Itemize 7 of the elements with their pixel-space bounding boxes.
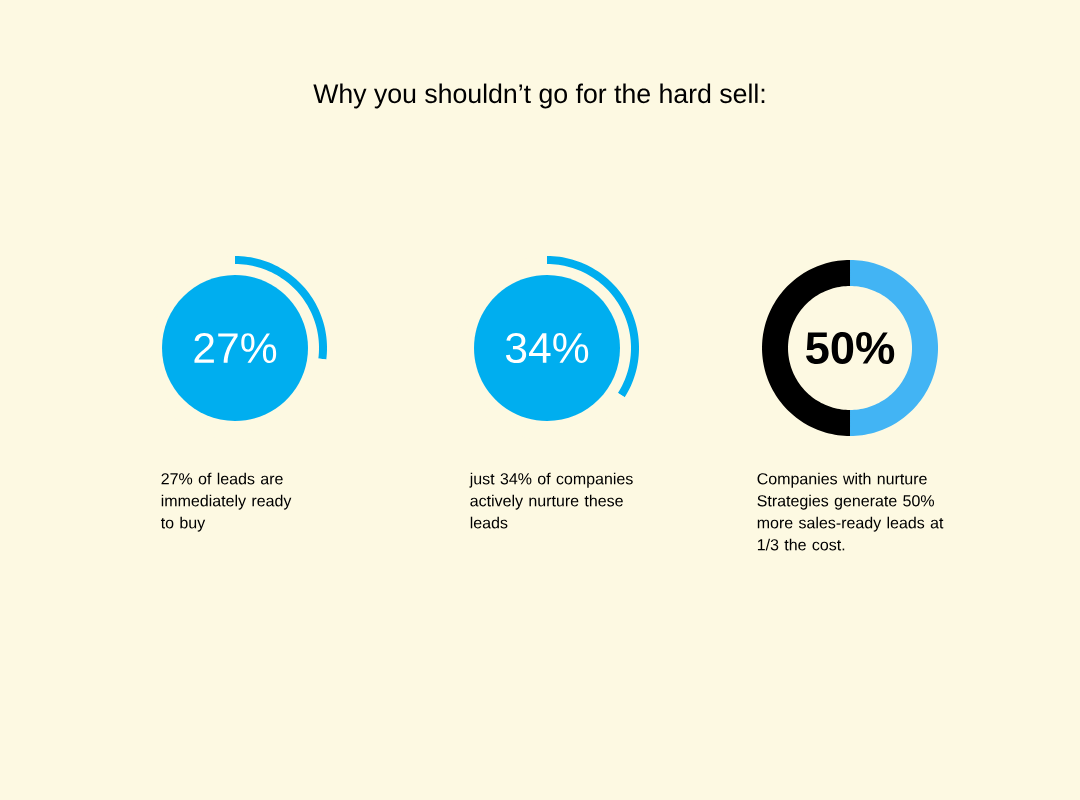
text: Companies with nurture Strategies generate 50% more sales-ready leads at 1/3 the cost. [757, 472, 944, 551]
data-label: 50% [806, 331, 895, 365]
text: Why you shouldn’t go for the hard sell: [313, 83, 765, 109]
data-label: 34% [505, 332, 589, 364]
data-label: 27% [194, 332, 277, 364]
text: 27% of leads are immediately ready to buy [160, 472, 292, 532]
text: just 34% of companies actively nurture these leads [469, 472, 633, 529]
